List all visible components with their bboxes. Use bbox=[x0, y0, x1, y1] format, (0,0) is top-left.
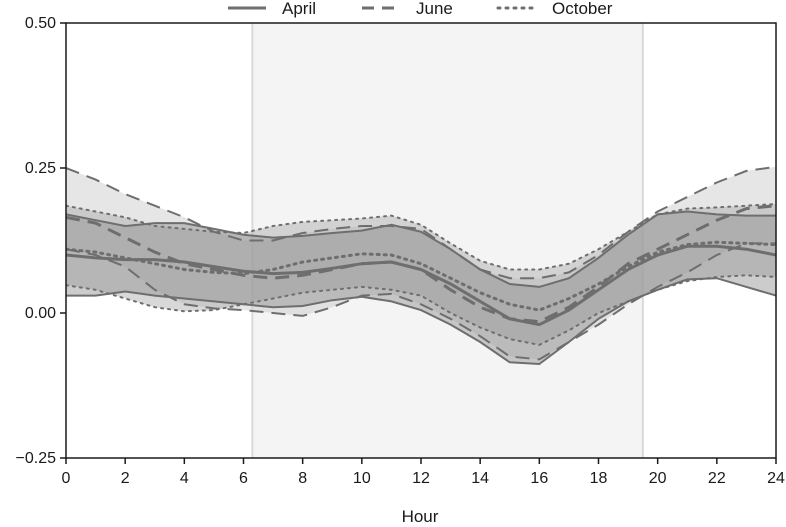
june-lower-line bbox=[66, 242, 776, 361]
x-axis-title: Hour bbox=[402, 507, 439, 526]
y-tick-label: 0.50 bbox=[25, 15, 56, 32]
legend-june-label: June bbox=[416, 0, 453, 18]
x-tick-label: 18 bbox=[590, 470, 608, 487]
x-tick-label: 0 bbox=[62, 470, 71, 487]
legend: April June October bbox=[228, 0, 613, 18]
x-tick-label: 8 bbox=[298, 470, 307, 487]
april-upper-line bbox=[66, 210, 776, 288]
x-tick-label: 22 bbox=[708, 470, 726, 487]
october-mean-line bbox=[66, 240, 776, 312]
y-tick-label: 0.00 bbox=[25, 305, 56, 322]
october-lower-line bbox=[66, 274, 776, 346]
x-tick-label: 16 bbox=[530, 470, 548, 487]
plot-area bbox=[66, 23, 776, 458]
x-tick-label: 24 bbox=[767, 470, 785, 487]
x-tick-label: 2 bbox=[121, 470, 130, 487]
october-upper-line bbox=[66, 203, 776, 271]
x-tick-label: 4 bbox=[180, 470, 189, 487]
x-tick-label: 10 bbox=[353, 470, 371, 487]
x-tick-label: 12 bbox=[412, 470, 430, 487]
band-october bbox=[66, 204, 776, 345]
june-mean-line bbox=[66, 204, 776, 324]
april-lower-line bbox=[66, 277, 776, 366]
x-tick-label: 6 bbox=[239, 470, 248, 487]
band-april bbox=[66, 211, 776, 364]
axes: −0.250.000.250.500 2 4 6 8 10 12 14 16 18 20 22 24 bbox=[16, 15, 785, 487]
legend-april-label: April bbox=[282, 0, 316, 18]
legend-october-label: October bbox=[552, 0, 613, 18]
x-tick-label: 14 bbox=[471, 470, 489, 487]
june-upper-line bbox=[66, 165, 776, 280]
x-tick-label: 20 bbox=[649, 470, 667, 487]
april-mean-line bbox=[66, 244, 776, 327]
daylight-band bbox=[252, 23, 643, 458]
y-tick-label: 0.25 bbox=[25, 160, 56, 177]
y-tick-label: −0.25 bbox=[16, 450, 57, 467]
